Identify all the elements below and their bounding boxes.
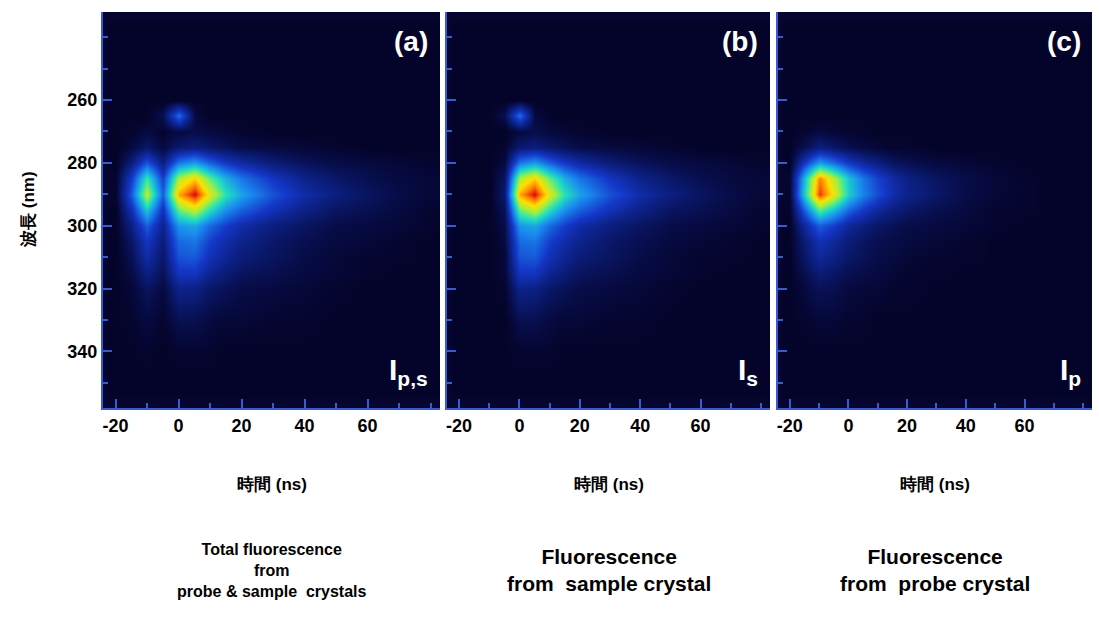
- svg-text:60: 60: [1014, 416, 1034, 436]
- svg-text:Total fluorescencefromprobe &: Total fluorescencefromprobe & sample cry…: [177, 541, 367, 600]
- svg-text:20: 20: [897, 416, 917, 436]
- svg-text:Fluorescencefrom probe crysta: Fluorescencefrom probe crystal: [840, 545, 1030, 595]
- svg-text:60: 60: [358, 416, 378, 436]
- svg-text:時間 (ns): 時間 (ns): [900, 475, 970, 494]
- svg-text:0: 0: [174, 416, 184, 436]
- svg-text:40: 40: [956, 416, 976, 436]
- svg-text:-20: -20: [777, 416, 803, 436]
- svg-text:20: 20: [570, 416, 590, 436]
- svg-text:340: 340: [67, 342, 97, 362]
- svg-text:40: 40: [630, 416, 650, 436]
- svg-text:(a): (a): [394, 26, 428, 57]
- svg-text:(c): (c): [1047, 26, 1081, 57]
- svg-text:20: 20: [232, 416, 252, 436]
- svg-text:300: 300: [67, 216, 97, 236]
- svg-text:280: 280: [67, 153, 97, 173]
- svg-text:時間 (ns): 時間 (ns): [237, 475, 307, 494]
- svg-text:I​p​: I​p​: [1060, 353, 1081, 390]
- svg-text:-20: -20: [446, 416, 472, 436]
- svg-text:260: 260: [67, 90, 97, 110]
- svg-text:40: 40: [295, 416, 315, 436]
- svg-text:I​s​: I​s​: [738, 353, 758, 390]
- svg-text:I​p,s​: I​p,s​: [389, 353, 428, 390]
- svg-text:-20: -20: [103, 416, 129, 436]
- svg-text:0: 0: [514, 416, 524, 436]
- svg-text:0: 0: [843, 416, 853, 436]
- svg-text:Fluorescencefrom sample cryst: Fluorescencefrom sample crystal: [507, 545, 711, 595]
- svg-text:時間 (ns): 時間 (ns): [574, 475, 644, 494]
- svg-text:60: 60: [691, 416, 711, 436]
- svg-text:(b): (b): [722, 26, 758, 57]
- svg-text:波長 (nm): 波長 (nm): [19, 171, 38, 248]
- svg-text:320: 320: [67, 279, 97, 299]
